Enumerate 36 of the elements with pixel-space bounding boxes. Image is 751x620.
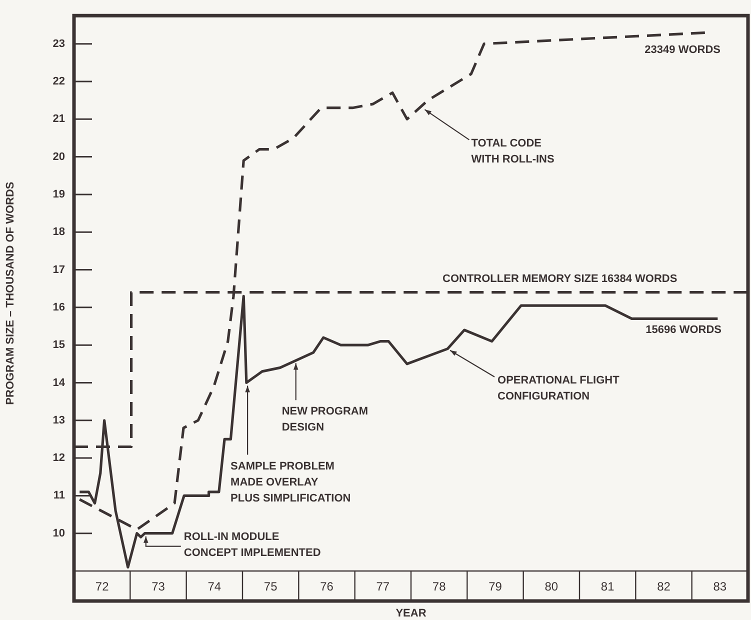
x-axis-title: YEAR	[396, 607, 426, 620]
y-tick-label: 16	[52, 301, 65, 314]
x-tick-label: 82	[657, 580, 671, 594]
y-tick-label: 14	[52, 376, 66, 389]
x-tick-label: 75	[264, 580, 278, 594]
y-tick-label: 18	[52, 226, 65, 238]
y-tick-label: 22	[52, 76, 65, 88]
y-tick-label: 10	[52, 527, 65, 540]
y-tick-label: 15	[52, 339, 65, 352]
annotation: 15696 WORDS	[646, 324, 722, 336]
y-axis-title: PROGRAM SIZE – THOUSAND OF WORDS	[4, 182, 17, 405]
annotation: OPERATIONAL FLIGHT CONFIGURATION	[498, 374, 620, 402]
y-tick-label: 17	[52, 264, 65, 276]
annotation: ROLL-IN MODULE CONCEPT IMPLEMENTED	[184, 530, 321, 559]
x-tick-label: 80	[544, 580, 558, 594]
y-tick-label: 19	[52, 188, 65, 200]
annotation: TOTAL CODE WITH ROLL-INS	[471, 137, 554, 166]
annotation: NEW PROGRAM DESIGN	[282, 406, 368, 434]
y-tick-label: 11	[53, 490, 65, 502]
x-tick-label: 77	[376, 580, 390, 594]
x-tick-label: 81	[600, 580, 615, 594]
x-tick-label: 74	[208, 580, 222, 594]
y-tick-label: 20	[52, 150, 65, 163]
y-tick-label: 12	[52, 452, 65, 464]
annotation: 23349 WORDS	[644, 44, 720, 56]
x-tick-label: 78	[432, 580, 446, 594]
x-tick-label: 72	[95, 580, 110, 594]
x-tick-label: 76	[320, 580, 334, 594]
y-tick-label: 23	[52, 38, 65, 50]
y-tick-label: 13	[52, 414, 65, 426]
annotation: CONTROLLER MEMORY SIZE 16384 WORDS	[442, 272, 678, 285]
annotation: SAMPLE PROBLEM MADE OVERLAY PLUS SIMPLIFICATION	[230, 460, 351, 504]
y-tick-label: 21	[52, 113, 65, 126]
x-tick-label: 79	[488, 580, 502, 594]
x-tick-label: 83	[713, 580, 727, 594]
x-tick-label: 73	[152, 580, 166, 594]
